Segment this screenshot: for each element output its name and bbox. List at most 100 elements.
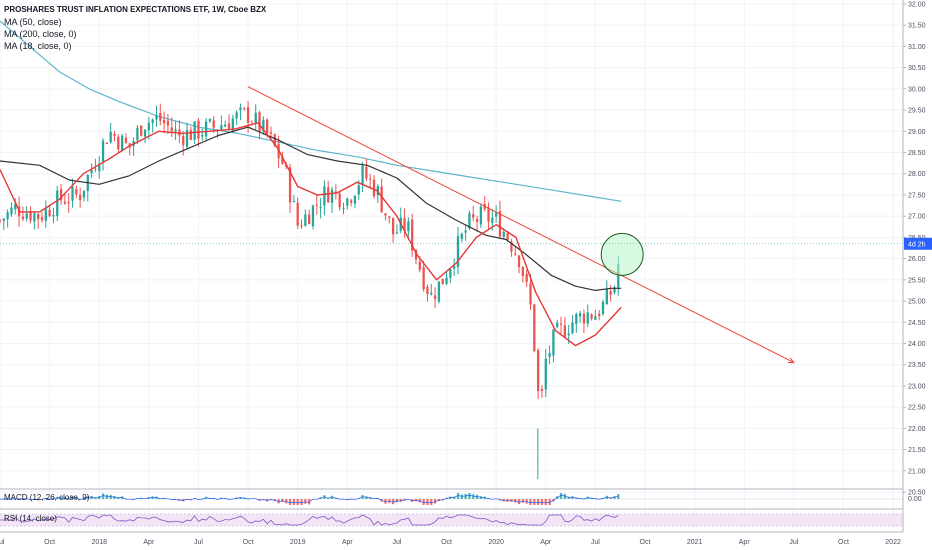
- y-tick-label: 23.50: [908, 362, 926, 369]
- trendline: [247, 86, 795, 364]
- candle-body: [63, 201, 67, 204]
- y-tick-label: 21.50: [908, 447, 926, 454]
- macd-histogram-bar: [460, 494, 463, 499]
- macd-histogram-bar: [292, 499, 296, 505]
- candle-body: [357, 185, 360, 195]
- candle-body: [311, 205, 315, 227]
- macd-histogram-bar: [464, 493, 467, 499]
- macd-histogram-bar: [433, 499, 437, 504]
- macd-histogram-bar: [105, 494, 109, 499]
- candle-body: [548, 353, 551, 357]
- candle-body: [227, 123, 231, 130]
- candle-body: [449, 268, 452, 278]
- ma18-line: [0, 122, 622, 347]
- chart-legend: PROSHARES TRUST INFLATION EXPECTATIONS E…: [4, 4, 266, 52]
- macd-histogram-bar: [296, 499, 299, 505]
- candle-body: [540, 388, 544, 391]
- legend-ma18: MA (18, close, 0): [4, 41, 72, 51]
- candle-body: [384, 213, 387, 216]
- candle-body: [468, 213, 471, 229]
- x-tick-label: 2021: [687, 539, 703, 546]
- candle-body: [414, 249, 418, 260]
- x-tick-label: Jul: [789, 539, 798, 546]
- candle-body: [109, 131, 112, 143]
- candle-body: [235, 112, 238, 119]
- candle-body: [155, 115, 158, 120]
- candle-body: [59, 188, 63, 201]
- ma18-path: [0, 122, 622, 347]
- rsi-pane: [0, 513, 903, 527]
- macd-zero-label: 0.00: [908, 496, 922, 503]
- candle-body: [124, 137, 128, 143]
- candle-body: [262, 119, 265, 132]
- candle-body: [254, 112, 257, 124]
- y-tick-label: 21.00: [908, 468, 926, 475]
- y-tick-label: 28.50: [908, 150, 926, 157]
- candle-body: [162, 119, 166, 124]
- candle-body: [6, 212, 9, 220]
- macd-histogram-bar: [422, 499, 425, 505]
- candle-body: [10, 207, 13, 215]
- x-tick-label: Oct: [44, 539, 55, 546]
- candle-body: [407, 221, 410, 232]
- macd-histogram-bar: [536, 499, 540, 505]
- candle-body: [609, 291, 612, 295]
- candle-body: [521, 266, 525, 277]
- ma50-path: [0, 126, 622, 291]
- candle-body: [426, 286, 429, 295]
- candle-body: [204, 121, 208, 137]
- candle-body: [136, 127, 139, 141]
- candle-body: [246, 107, 250, 123]
- y-tick-label: 31.00: [908, 44, 926, 51]
- candle-body: [212, 120, 215, 128]
- candle-body: [56, 190, 59, 216]
- y-tick-label: 22.00: [908, 426, 926, 433]
- x-tick-label: Jul: [0, 539, 5, 546]
- candle-body: [67, 202, 70, 204]
- candle-body: [21, 216, 25, 220]
- macd-legend: MACD (12, 26, close, 9): [4, 493, 90, 502]
- candle-body: [52, 214, 55, 217]
- legend-ma50: MA (50, close): [4, 17, 62, 27]
- candle-body: [208, 119, 212, 122]
- candle-body: [327, 187, 330, 203]
- candle-body: [617, 264, 620, 288]
- candle-body: [349, 200, 353, 203]
- macd-histogram-bar: [525, 499, 528, 504]
- legend-ma200: MA (200, close, 0): [4, 29, 77, 39]
- candle-body: [197, 120, 200, 139]
- candle-body: [288, 167, 292, 203]
- macd-histogram-bar: [277, 499, 280, 504]
- candle-body: [544, 358, 547, 390]
- candle-body: [174, 129, 177, 132]
- candle-body: [361, 165, 364, 185]
- candle-body: [346, 198, 349, 206]
- candle-body: [243, 108, 246, 110]
- highlight-circle-shape: [600, 232, 644, 276]
- candle-body: [430, 292, 433, 295]
- current-price-tag: 4d 2h: [0, 237, 932, 250]
- candle-body: [403, 218, 406, 231]
- candle-body: [582, 314, 586, 324]
- candle-body: [140, 125, 143, 136]
- x-tick-label: Oct: [838, 539, 849, 546]
- macd-histogram-bar: [391, 499, 395, 505]
- candle-body: [182, 135, 185, 146]
- y-tick-label: 25.50: [908, 277, 926, 284]
- macd-histogram-bar: [544, 499, 547, 505]
- x-tick-label: Jul: [392, 539, 401, 546]
- y-tick-label: 28.00: [908, 171, 926, 178]
- candle-body: [338, 193, 341, 208]
- candle-body: [147, 122, 150, 131]
- candle-body: [98, 163, 101, 172]
- candle-body: [71, 186, 74, 201]
- candle-body: [433, 295, 437, 300]
- y-tick-label: 22.50: [908, 405, 926, 412]
- macd-histogram-bar: [517, 499, 521, 505]
- candle-body: [586, 312, 589, 324]
- ma200-path: [0, 20, 622, 202]
- candle-body: [525, 273, 528, 282]
- candle-body: [323, 186, 326, 206]
- candle-body: [605, 289, 608, 305]
